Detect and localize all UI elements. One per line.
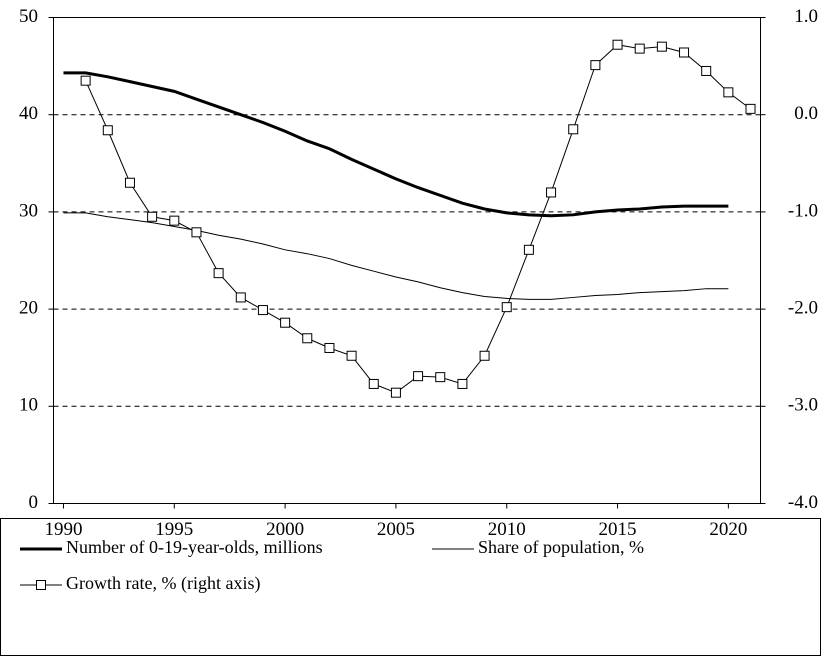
marker <box>169 215 180 226</box>
legend-label: Growth rate, % (right axis) <box>66 573 260 594</box>
y-tick-label: 20 <box>19 297 38 318</box>
marker <box>413 371 424 382</box>
y2-tick-label: 1.0 <box>794 6 818 27</box>
marker <box>102 125 113 136</box>
marker <box>124 177 135 188</box>
marker <box>701 65 712 76</box>
series-line <box>63 71 729 218</box>
series-line <box>85 44 751 394</box>
marker <box>390 387 401 398</box>
y-tick-label: 50 <box>19 6 38 27</box>
x-tick-label: 2010 <box>488 519 526 540</box>
y-tick-label: 30 <box>19 200 38 221</box>
marker <box>235 292 246 303</box>
legend-box <box>0 518 821 656</box>
y-tick-label: 0 <box>29 492 39 513</box>
y2-tick-label: 0.0 <box>794 103 818 124</box>
x-tick-label: 2020 <box>709 519 747 540</box>
plot-frame <box>53 17 761 504</box>
legend-label: Number of 0-19-year-olds, millions <box>66 537 323 557</box>
marker <box>257 305 268 316</box>
marker <box>479 350 490 361</box>
x-tick-label: 2015 <box>599 519 637 540</box>
y-tick-label: 40 <box>19 103 38 124</box>
marker <box>656 41 667 52</box>
marker <box>80 75 91 86</box>
marker <box>280 317 291 328</box>
marker <box>368 378 379 389</box>
marker <box>191 227 202 238</box>
marker <box>612 39 623 50</box>
y2-tick-label: -1.0 <box>788 200 818 221</box>
x-tick-label: 1990 <box>44 519 82 540</box>
marker <box>324 342 335 353</box>
marker <box>523 244 534 255</box>
x-tick-label: 2000 <box>266 519 304 540</box>
series-line <box>63 212 729 300</box>
x-tick-label: 1995 <box>155 519 193 540</box>
marker <box>723 87 734 98</box>
marker <box>147 211 158 222</box>
marker <box>546 187 557 198</box>
marker <box>346 350 357 361</box>
marker <box>213 268 224 279</box>
marker <box>590 60 601 71</box>
marker <box>745 103 756 114</box>
marker <box>634 43 645 54</box>
legend-marker <box>36 580 46 590</box>
x-tick-label: 2005 <box>377 519 415 540</box>
legend-label: Share of population, % <box>478 537 644 557</box>
marker <box>435 372 446 383</box>
marker <box>568 124 579 135</box>
y2-tick-label: -3.0 <box>788 395 818 416</box>
y2-tick-label: -4.0 <box>788 492 818 513</box>
marker <box>457 378 468 389</box>
marker <box>302 333 313 344</box>
y2-tick-label: -2.0 <box>788 297 818 318</box>
marker <box>679 47 690 58</box>
marker <box>501 302 512 313</box>
y-tick-label: 10 <box>19 395 38 416</box>
